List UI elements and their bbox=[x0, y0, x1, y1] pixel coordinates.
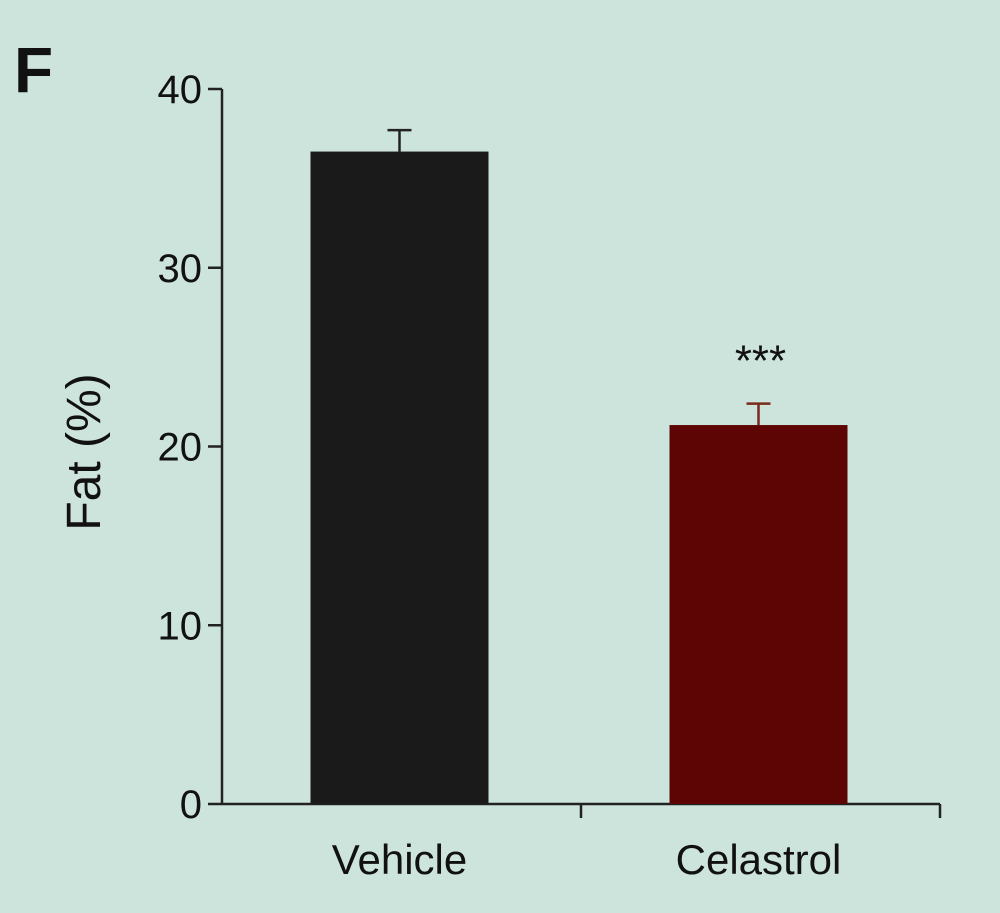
y-tick-label-4: 40 bbox=[158, 68, 203, 112]
significance-label-celastrol: *** bbox=[735, 337, 786, 386]
y-tick-label-2: 20 bbox=[158, 426, 203, 470]
labels: 0 10 20 30 40 Vehicle Celastrol *** bbox=[158, 68, 842, 883]
bars bbox=[310, 128, 848, 804]
x-tick-label-celastrol: Celastrol bbox=[676, 836, 842, 883]
bar-celastrol bbox=[669, 425, 848, 804]
x-tick-label-vehicle: Vehicle bbox=[332, 836, 467, 883]
panel-letter: F bbox=[14, 34, 53, 106]
bar-vehicle bbox=[310, 151, 489, 804]
y-tick-label-3: 30 bbox=[158, 247, 203, 291]
y-tick-label-1: 10 bbox=[158, 604, 203, 648]
y-tick-label-0: 0 bbox=[180, 783, 202, 827]
y-axis-title: Fat (%) bbox=[58, 373, 111, 530]
